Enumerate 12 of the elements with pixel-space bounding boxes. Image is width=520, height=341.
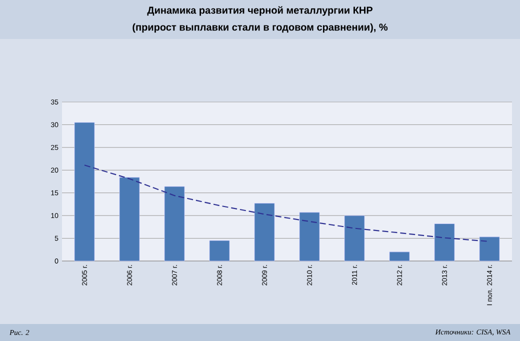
chart-subtitle: (прирост выплавки стали в годовом сравнении), % xyxy=(132,23,388,33)
bar xyxy=(74,122,95,262)
bar xyxy=(254,203,275,262)
bar xyxy=(479,236,500,262)
bar xyxy=(209,240,230,262)
bar xyxy=(389,252,410,262)
bar xyxy=(299,212,320,262)
bar xyxy=(164,186,185,262)
chart-title: Динамика развития черной металлургии КНР xyxy=(147,6,372,16)
bar xyxy=(119,177,140,262)
bar xyxy=(344,215,365,262)
bar xyxy=(434,224,455,262)
